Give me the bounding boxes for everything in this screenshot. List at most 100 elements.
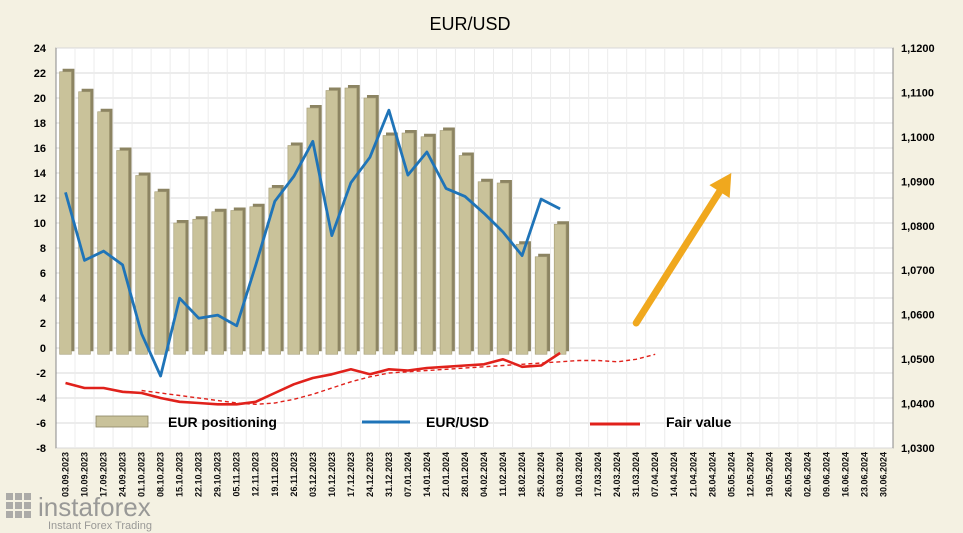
bar	[439, 130, 453, 355]
bar	[515, 243, 529, 355]
y-right-tick-label: 1,1200	[901, 43, 935, 55]
x-tick-label: 11.02.2024	[498, 452, 508, 497]
y-left-tick-label: 2	[40, 318, 46, 330]
bar	[420, 136, 434, 355]
x-tick-label: 03.09.2023	[61, 452, 71, 497]
bar	[287, 145, 300, 355]
instaforex-logo-icon	[6, 493, 31, 518]
y-right-tick-label: 1,0700	[901, 265, 935, 277]
x-tick-label: 31.12.2023	[384, 452, 394, 497]
legend-label-eurusd: EUR/USD	[426, 414, 489, 430]
y-right-tick-label: 1,0900	[901, 176, 935, 188]
y-left-tick-label: 6	[40, 268, 46, 280]
y-left-tick-label: 8	[40, 243, 46, 255]
x-tick-label: 12.11.2023	[251, 452, 261, 497]
x-tick-label: 26.05.2024	[783, 452, 793, 497]
bar	[59, 71, 72, 355]
bar	[97, 111, 110, 355]
x-tick-label: 04.02.2024	[479, 452, 489, 497]
plot-area: 242220181614121086420-2-4-6-81,12001,110…	[34, 43, 935, 497]
x-tick-label: 03.03.2024	[555, 452, 565, 497]
trend-arrow-head	[709, 173, 732, 199]
x-tick-label: 18.02.2024	[517, 452, 527, 497]
y-left-tick-label: -6	[36, 418, 46, 430]
x-tick-label: 03.12.2023	[308, 452, 318, 497]
x-tick-label: 17.12.2023	[346, 452, 356, 497]
y-left-tick-label: 10	[34, 218, 46, 230]
eurusd-line	[64, 108, 561, 378]
bar	[116, 150, 129, 355]
x-tick-label: 22.10.2023	[194, 452, 204, 497]
y-right-tick-label: 1,0400	[901, 399, 935, 411]
x-tick-label: 14.04.2024	[669, 452, 679, 497]
y-left-tick-label: 22	[34, 68, 46, 80]
watermark-brand: instaforex	[38, 492, 151, 522]
x-tick-label: 25.02.2024	[536, 452, 546, 497]
x-tick-label: 19.05.2024	[764, 452, 774, 497]
x-tick-label: 02.06.2024	[802, 452, 812, 497]
y-left-tick-label: 16	[34, 143, 46, 155]
x-tick-label: 15.10.2023	[175, 452, 185, 497]
bar	[496, 182, 510, 355]
x-tick-label: 16.06.2024	[840, 452, 850, 497]
y-right-tick-label: 1,0600	[901, 310, 935, 322]
bar	[382, 135, 396, 355]
bar	[477, 181, 491, 355]
y-right-tick-label: 1,0500	[901, 354, 935, 366]
x-tick-label: 21.01.2024	[441, 452, 451, 497]
x-tick-label: 09.06.2024	[821, 452, 831, 497]
y-left-tick-label: -2	[36, 368, 46, 380]
y-left-tick-label: -4	[36, 393, 47, 405]
x-tick-label: 07.01.2024	[403, 452, 413, 497]
y-left-tick-label: -8	[36, 443, 46, 455]
y-left-tick-label: 4	[40, 293, 47, 305]
trend-arrow-shaft	[632, 188, 724, 327]
legend: EUR positioning EUR/USD Fair value	[95, 414, 732, 430]
x-tick-label: 17.03.2024	[593, 452, 603, 497]
x-tick-label: 07.04.2024	[650, 452, 660, 497]
x-tick-label: 10.03.2024	[574, 452, 584, 497]
bar	[268, 187, 281, 355]
y-right-tick-label: 1,1100	[901, 87, 934, 99]
legend-label-fair-value: Fair value	[666, 414, 732, 430]
x-tick-label: 10.12.2023	[327, 452, 337, 497]
x-tick-label: 28.04.2024	[707, 452, 717, 497]
bar	[458, 155, 472, 355]
x-tick-label: 29.10.2023	[213, 452, 223, 497]
x-tick-label: 21.04.2024	[688, 452, 698, 497]
x-tick-label: 10.09.2023	[80, 452, 90, 497]
x-tick-label: 23.06.2024	[859, 452, 869, 497]
watermark-logo: instaforex Instant Forex Trading	[6, 492, 152, 532]
y-left-tick-label: 20	[34, 93, 46, 105]
y-left-tick-label: 14	[34, 168, 47, 180]
x-tick-label: 01.10.2023	[137, 452, 147, 497]
y-left-tick-label: 0	[40, 343, 46, 355]
x-tick-label: 24.12.2023	[365, 452, 375, 497]
x-tick-label: 26.11.2023	[289, 452, 299, 497]
fair-value-dashed-line	[141, 353, 656, 406]
bar	[173, 222, 186, 355]
x-tick-label: 31.03.2024	[631, 452, 641, 497]
bar	[192, 218, 205, 355]
x-tick-label: 12.05.2024	[745, 452, 755, 497]
bar	[78, 91, 91, 355]
legend-label-eur-positioning: EUR positioning	[168, 414, 277, 430]
x-tick-label: 08.10.2023	[156, 452, 166, 497]
x-tick-label: 24.09.2023	[118, 452, 128, 497]
bar	[401, 132, 415, 355]
y-right-tick-label: 1,0800	[901, 221, 935, 233]
bar	[553, 223, 567, 355]
x-tick-label: 24.03.2024	[612, 452, 622, 497]
y-right-tick-label: 1,1000	[901, 132, 935, 144]
bar	[306, 107, 320, 355]
bar	[534, 256, 548, 355]
x-tick-label: 19.11.2023	[270, 452, 280, 497]
x-tick-label: 05.05.2024	[726, 452, 736, 497]
bar	[230, 210, 243, 355]
bar	[154, 191, 167, 355]
y-left-tick-label: 18	[34, 118, 46, 130]
legend-swatch-bar	[95, 415, 149, 428]
x-tick-label: 05.11.2023	[232, 452, 242, 497]
bar	[211, 211, 224, 355]
